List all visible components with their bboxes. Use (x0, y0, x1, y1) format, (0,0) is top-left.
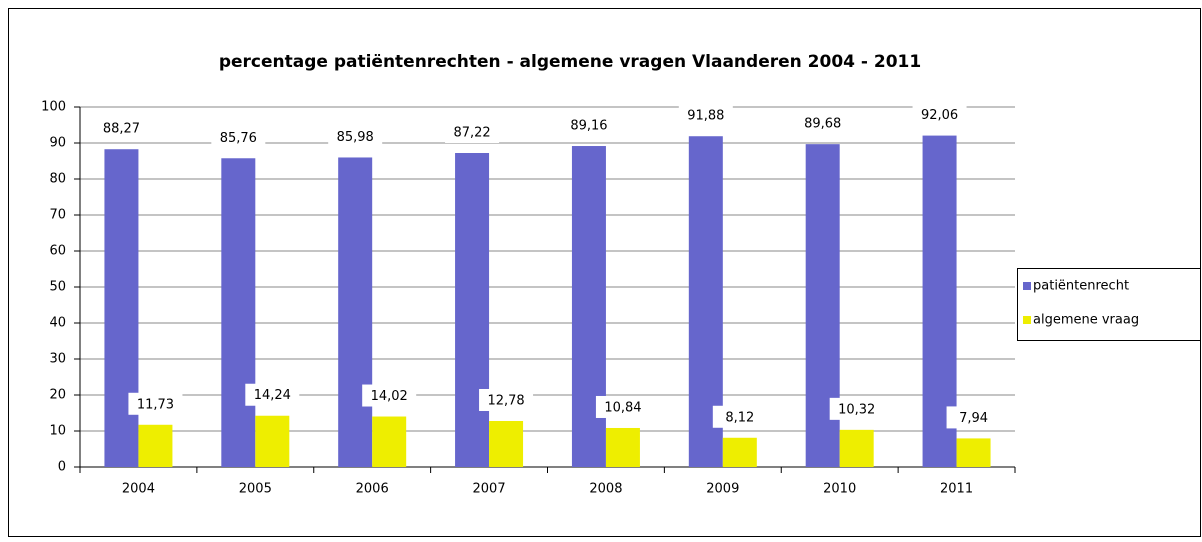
data-label: 87,22 (453, 126, 490, 141)
data-label: 14,24 (254, 388, 291, 403)
data-label-bg (445, 121, 500, 144)
y-tick-label: 90 (49, 136, 66, 151)
data-label-bg (94, 117, 149, 140)
legend-swatch (1023, 282, 1031, 290)
x-tick-label: 2009 (706, 482, 739, 497)
data-label-bg (795, 112, 850, 135)
bar (455, 153, 490, 467)
data-label: 88,27 (103, 122, 140, 137)
x-tick-label: 2007 (473, 482, 506, 497)
data-label: 89,68 (804, 117, 841, 132)
data-label-bg (829, 397, 884, 420)
x-tick-label: 2006 (356, 482, 389, 497)
y-tick-label: 20 (49, 388, 66, 403)
data-label: 8,12 (725, 410, 754, 425)
x-tick-label: 2008 (589, 482, 622, 497)
y-tick-label: 50 (49, 280, 66, 295)
bar (255, 415, 290, 467)
data-label: 92,06 (921, 108, 958, 123)
bar (839, 429, 874, 467)
y-tick-label: 80 (49, 172, 66, 187)
data-label: 11,73 (137, 397, 174, 412)
data-label-bg (561, 114, 616, 137)
chart-title: percentage patiëntenrechten - algemene v… (219, 52, 921, 72)
y-tick-label: 30 (49, 352, 66, 367)
data-label-bg (479, 388, 534, 411)
data-label: 10,32 (838, 402, 875, 417)
data-label-bg (128, 392, 183, 415)
data-label: 7,94 (959, 411, 988, 426)
bar (722, 437, 757, 467)
data-label-bg (328, 125, 383, 148)
data-label-bg (245, 383, 300, 406)
bar (338, 157, 373, 468)
x-tick-label: 2005 (239, 482, 272, 497)
bar (372, 416, 407, 467)
data-label: 10,84 (604, 400, 641, 415)
legend-label: patiëntenrecht (1033, 279, 1129, 294)
legend-box (1017, 268, 1201, 341)
y-tick-label: 70 (49, 208, 66, 223)
data-label-bg (595, 395, 650, 418)
x-tick-label: 2011 (940, 482, 973, 497)
data-label: 12,78 (487, 393, 524, 408)
data-label-bg (362, 384, 417, 407)
data-label: 85,98 (337, 130, 374, 145)
legend-swatch (1023, 316, 1031, 324)
data-label: 14,02 (371, 389, 408, 404)
x-tick-label: 2004 (122, 482, 155, 497)
y-tick-label: 40 (49, 316, 66, 331)
data-label-bg (211, 126, 266, 149)
bar (571, 146, 606, 468)
bar (138, 424, 173, 467)
y-tick-label: 100 (41, 100, 66, 115)
y-tick-label: 10 (49, 424, 66, 439)
bar (104, 149, 139, 467)
y-tick-label: 60 (49, 244, 66, 259)
data-label-bg (946, 406, 1001, 429)
data-label: 89,16 (570, 119, 607, 134)
legend-label: algemene vraag (1033, 313, 1139, 328)
bar (605, 427, 640, 467)
bar (956, 438, 991, 467)
bar (221, 158, 256, 467)
data-label: 91,88 (687, 109, 724, 124)
data-label-bg (678, 104, 733, 127)
y-tick-label: 0 (58, 460, 66, 475)
x-tick-label: 2010 (823, 482, 856, 497)
data-label: 85,76 (220, 131, 257, 146)
data-label-bg (912, 103, 967, 126)
bar (489, 420, 524, 467)
data-label-bg (712, 405, 767, 428)
